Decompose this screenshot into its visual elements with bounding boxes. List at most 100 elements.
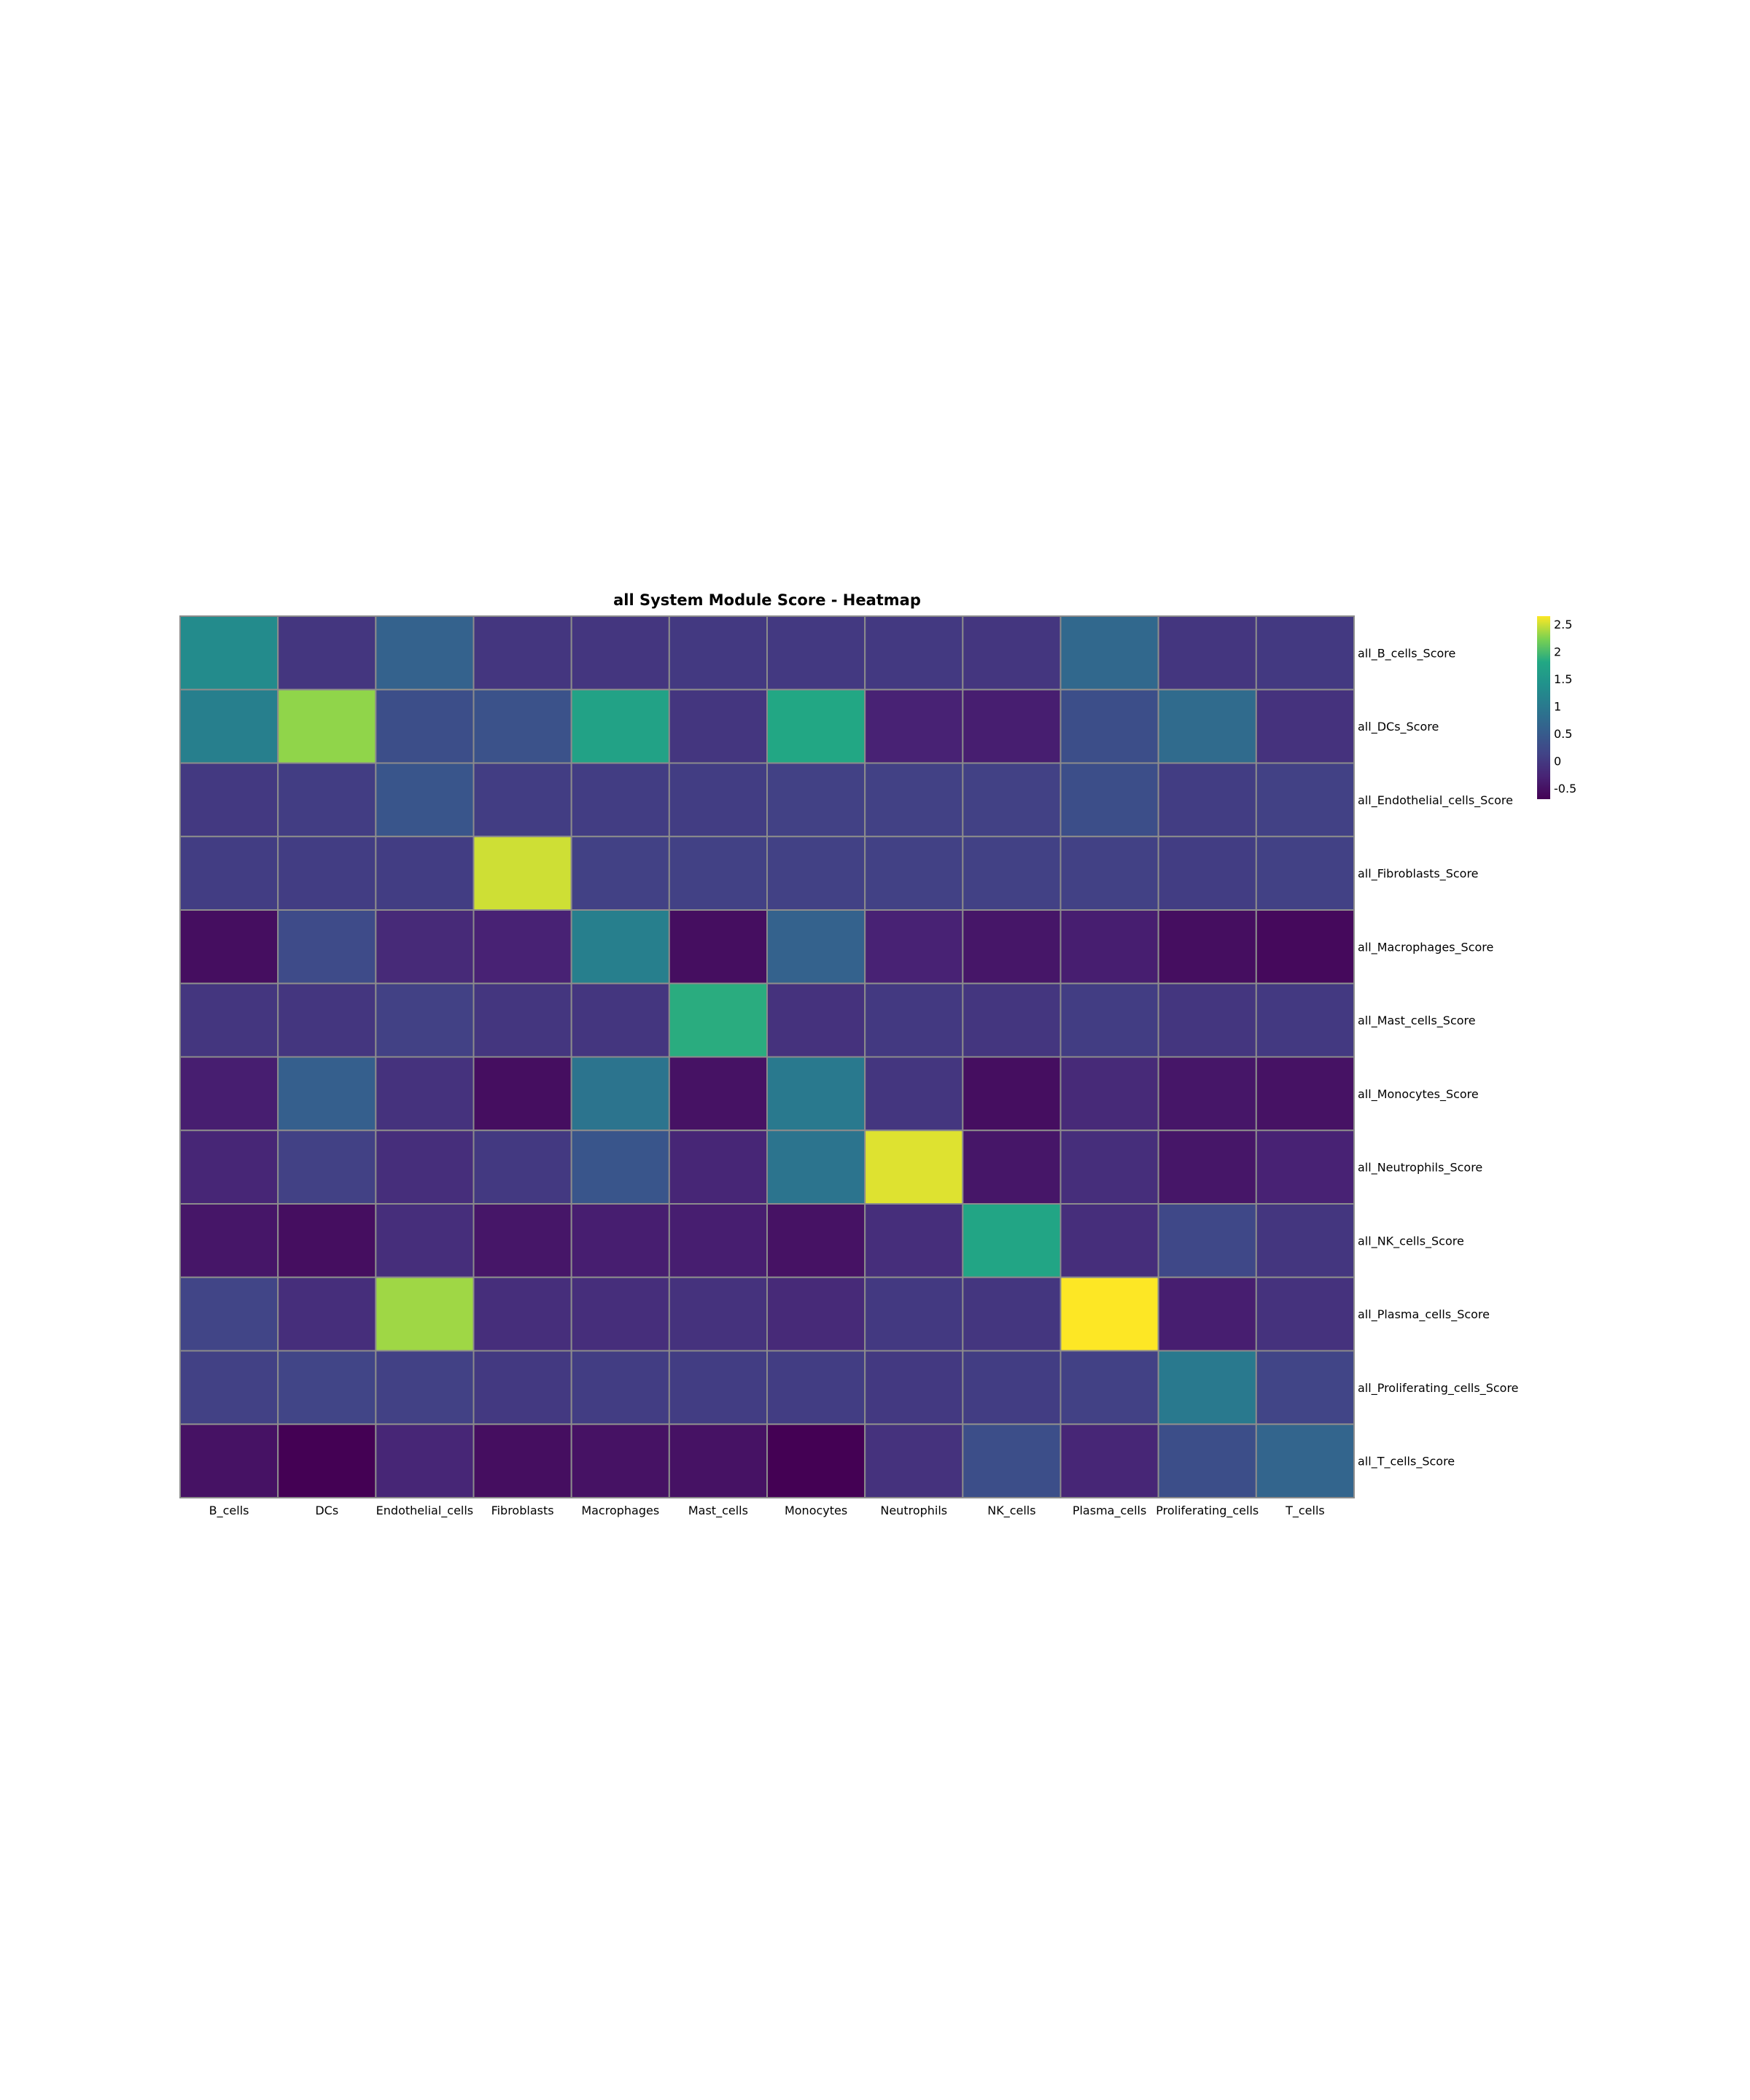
heatmap-cell-all_Neutrophils_Score-Proliferating_cells	[1157, 1129, 1257, 1205]
heatmap-cell-all_Endothelial_cells_Score-DCs	[277, 762, 377, 838]
heatmap-cell-all_Proliferating_cells_Score-Endothelial_cells	[375, 1350, 475, 1426]
heatmap-cell-all_T_cells_Score-Neutrophils	[864, 1423, 964, 1498]
y-tick-label: all_Plasma_cells_Score	[1358, 1307, 1490, 1322]
heatmap-cell-all_DCs_Score-DCs	[277, 688, 377, 764]
heatmap-cell-all_NK_cells_Score-Fibroblasts	[472, 1203, 572, 1278]
heatmap-cell-all_Neutrophils_Score-Plasma_cells	[1059, 1129, 1159, 1205]
heatmap-cell-all_B_cells_Score-Macrophages	[570, 615, 670, 691]
heatmap-cell-all_Endothelial_cells_Score-Plasma_cells	[1059, 762, 1159, 838]
heatmap-cell-all_Neutrophils_Score-Monocytes	[766, 1129, 866, 1205]
heatmap-cell-all_Mast_cells_Score-B_cells	[179, 982, 279, 1058]
heatmap-cell-all_Fibroblasts_Score-Fibroblasts	[472, 836, 572, 911]
heatmap-cell-all_Endothelial_cells_Score-Endothelial_cells	[375, 762, 475, 838]
heatmap-cell-all_B_cells_Score-Proliferating_cells	[1157, 615, 1257, 691]
heatmap-cell-all_B_cells_Score-Monocytes	[766, 615, 866, 691]
heatmap-cell-all_Endothelial_cells_Score-NK_cells	[962, 762, 1062, 838]
heatmap-cell-all_Macrophages_Score-Mast_cells	[668, 909, 768, 984]
heatmap-cell-all_DCs_Score-Mast_cells	[668, 688, 768, 764]
x-tick-label: Macrophages	[581, 1504, 659, 1517]
heatmap-cell-all_Monocytes_Score-Monocytes	[766, 1056, 866, 1132]
heatmap-cell-all_Endothelial_cells_Score-Proliferating_cells	[1157, 762, 1257, 838]
heatmap-cell-all_Proliferating_cells_Score-Neutrophils	[864, 1350, 964, 1426]
heatmap-cell-all_Neutrophils_Score-T_cells	[1255, 1129, 1356, 1205]
heatmap-cell-all_Fibroblasts_Score-Monocytes	[766, 836, 866, 911]
colorbar-tick-label: -0.5	[1554, 782, 1576, 796]
x-tick-label: Neutrophils	[880, 1504, 947, 1517]
heatmap-cell-all_Plasma_cells_Score-Macrophages	[570, 1276, 670, 1352]
heatmap-cell-all_Plasma_cells_Score-Proliferating_cells	[1157, 1276, 1257, 1352]
heatmap-cell-all_DCs_Score-Proliferating_cells	[1157, 688, 1257, 764]
heatmap-cell-all_DCs_Score-Plasma_cells	[1059, 688, 1159, 764]
heatmap-cell-all_Fibroblasts_Score-T_cells	[1255, 836, 1356, 911]
heatmap-cell-all_Monocytes_Score-Proliferating_cells	[1157, 1056, 1257, 1132]
heatmap-cell-all_Mast_cells_Score-NK_cells	[962, 982, 1062, 1058]
heatmap-cell-all_Fibroblasts_Score-B_cells	[179, 836, 279, 911]
chart-title: all System Module Score - Heatmap	[613, 591, 921, 609]
heatmap-cell-all_Fibroblasts_Score-Plasma_cells	[1059, 836, 1159, 911]
heatmap-cell-all_Monocytes_Score-Mast_cells	[668, 1056, 768, 1132]
heatmap-cell-all_NK_cells_Score-Proliferating_cells	[1157, 1203, 1257, 1278]
heatmap-cell-all_Fibroblasts_Score-Neutrophils	[864, 836, 964, 911]
heatmap-cell-all_Proliferating_cells_Score-Plasma_cells	[1059, 1350, 1159, 1426]
heatmap-cell-all_B_cells_Score-DCs	[277, 615, 377, 691]
heatmap-cell-all_Endothelial_cells_Score-B_cells	[179, 762, 279, 838]
heatmap-cell-all_T_cells_Score-Endothelial_cells	[375, 1423, 475, 1498]
heatmap-cell-all_B_cells_Score-B_cells	[179, 615, 279, 691]
heatmap-cell-all_DCs_Score-B_cells	[179, 688, 279, 764]
heatmap-cell-all_Proliferating_cells_Score-Macrophages	[570, 1350, 670, 1426]
heatmap-cell-all_Mast_cells_Score-Monocytes	[766, 982, 866, 1058]
heatmap-cell-all_Monocytes_Score-NK_cells	[962, 1056, 1062, 1132]
heatmap-cell-all_NK_cells_Score-Macrophages	[570, 1203, 670, 1278]
colorbar-tick-label: 0.5	[1554, 727, 1572, 741]
y-tick-label: all_Neutrophils_Score	[1358, 1161, 1482, 1175]
heatmap-cell-all_Monocytes_Score-Plasma_cells	[1059, 1056, 1159, 1132]
heatmap-cell-all_Proliferating_cells_Score-Monocytes	[766, 1350, 866, 1426]
heatmap-cell-all_Monocytes_Score-Macrophages	[570, 1056, 670, 1132]
heatmap-cell-all_DCs_Score-Endothelial_cells	[375, 688, 475, 764]
heatmap-cell-all_B_cells_Score-NK_cells	[962, 615, 1062, 691]
heatmap-cell-all_Endothelial_cells_Score-Mast_cells	[668, 762, 768, 838]
heatmap-cell-all_Plasma_cells_Score-Neutrophils	[864, 1276, 964, 1352]
y-tick-label: all_B_cells_Score	[1358, 646, 1455, 661]
heatmap-cell-all_T_cells_Score-B_cells	[179, 1423, 279, 1498]
x-tick-label: NK_cells	[987, 1504, 1035, 1518]
heatmap-cell-all_Macrophages_Score-DCs	[277, 909, 377, 984]
heatmap-cell-all_Plasma_cells_Score-Mast_cells	[668, 1276, 768, 1352]
colorbar-tick-label: 1	[1554, 700, 1561, 714]
heatmap-cell-all_B_cells_Score-Plasma_cells	[1059, 615, 1159, 691]
heatmap-cell-all_Mast_cells_Score-Neutrophils	[864, 982, 964, 1058]
x-tick-label: Endothelial_cells	[376, 1504, 473, 1518]
heatmap-cell-all_Plasma_cells_Score-B_cells	[179, 1276, 279, 1352]
y-tick-label: all_DCs_Score	[1358, 720, 1439, 734]
heatmap-cell-all_Macrophages_Score-Proliferating_cells	[1157, 909, 1257, 984]
heatmap-cell-all_Mast_cells_Score-DCs	[277, 982, 377, 1058]
heatmap-cell-all_Macrophages_Score-NK_cells	[962, 909, 1062, 984]
heatmap-cell-all_Plasma_cells_Score-NK_cells	[962, 1276, 1062, 1352]
heatmap-cell-all_Mast_cells_Score-Plasma_cells	[1059, 982, 1159, 1058]
heatmap-cell-all_Proliferating_cells_Score-B_cells	[179, 1350, 279, 1426]
y-tick-label: all_Macrophages_Score	[1358, 940, 1493, 954]
x-tick-label: Mast_cells	[688, 1504, 748, 1518]
heatmap-cell-all_T_cells_Score-NK_cells	[962, 1423, 1062, 1498]
heatmap-cell-all_Endothelial_cells_Score-T_cells	[1255, 762, 1356, 838]
heatmap-cell-all_Neutrophils_Score-Fibroblasts	[472, 1129, 572, 1205]
heatmap-cell-all_Proliferating_cells_Score-NK_cells	[962, 1350, 1062, 1426]
heatmap-cell-all_Plasma_cells_Score-Monocytes	[766, 1276, 866, 1352]
heatmap-cell-all_T_cells_Score-Fibroblasts	[472, 1423, 572, 1498]
heatmap-cell-all_Mast_cells_Score-T_cells	[1255, 982, 1356, 1058]
heatmap-cell-all_NK_cells_Score-Monocytes	[766, 1203, 866, 1278]
heatmap-cell-all_Mast_cells_Score-Fibroblasts	[472, 982, 572, 1058]
heatmap-cell-all_Plasma_cells_Score-DCs	[277, 1276, 377, 1352]
heatmap-cell-all_T_cells_Score-Proliferating_cells	[1157, 1423, 1257, 1498]
heatmap-cell-all_T_cells_Score-Monocytes	[766, 1423, 866, 1498]
heatmap-cell-all_Neutrophils_Score-DCs	[277, 1129, 377, 1205]
heatmap-cell-all_B_cells_Score-T_cells	[1255, 615, 1356, 691]
heatmap-cell-all_Mast_cells_Score-Endothelial_cells	[375, 982, 475, 1058]
x-tick-label: Fibroblasts	[491, 1504, 554, 1517]
heatmap-cell-all_NK_cells_Score-T_cells	[1255, 1203, 1356, 1278]
y-tick-label: all_T_cells_Score	[1358, 1455, 1455, 1469]
heatmap-cell-all_Plasma_cells_Score-Endothelial_cells	[375, 1276, 475, 1352]
heatmap-cells	[179, 615, 1356, 1498]
heatmap-cell-all_Fibroblasts_Score-Proliferating_cells	[1157, 836, 1257, 911]
